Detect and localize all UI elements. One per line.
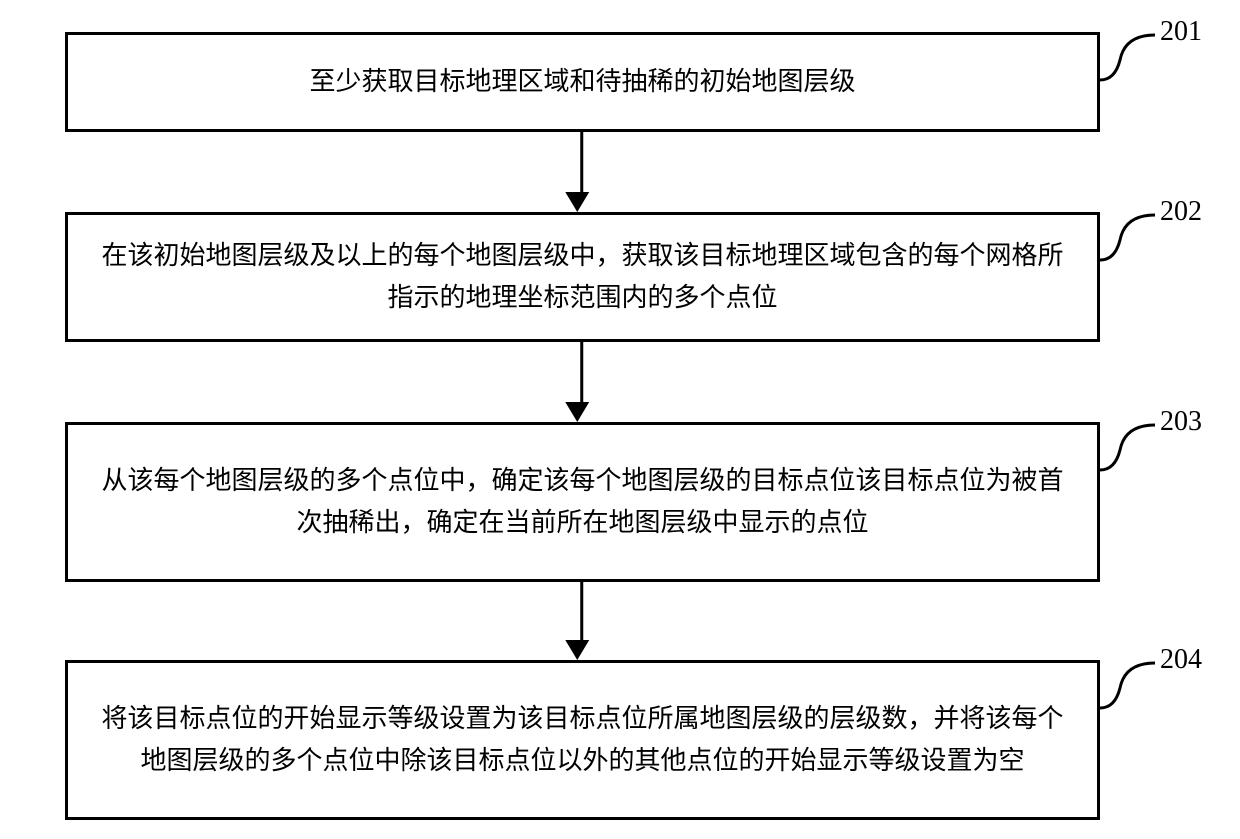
arrow-1 bbox=[575, 132, 589, 212]
label-bracket-203 bbox=[1100, 420, 1160, 475]
label-bracket-204 bbox=[1100, 658, 1160, 713]
arrow-2 bbox=[575, 342, 589, 422]
step-text-201: 至少获取目标地理区域和待抽稀的初始地图层级 bbox=[309, 61, 855, 103]
label-bracket-201 bbox=[1100, 30, 1160, 85]
step-text-202: 在该初始地图层级及以上的每个地图层级中，获取该目标地理区域包含的每个网格所指示的… bbox=[98, 235, 1067, 318]
flowchart-step-204: 将该目标点位的开始显示等级设置为该目标点位所属地图层级的层级数，并将该每个地图层… bbox=[65, 660, 1100, 820]
step-label-201: 201 bbox=[1160, 16, 1202, 48]
label-bracket-202 bbox=[1100, 210, 1160, 265]
flowchart-step-203: 从该每个地图层级的多个点位中，确定该每个地图层级的目标点位该目标点位为被首次抽稀… bbox=[65, 422, 1100, 582]
flowchart-container: 至少获取目标地理区域和待抽稀的初始地图层级 201 在该初始地图层级及以上的每个… bbox=[0, 0, 1240, 839]
step-text-203: 从该每个地图层级的多个点位中，确定该每个地图层级的目标点位该目标点位为被首次抽稀… bbox=[98, 460, 1067, 543]
step-label-202: 202 bbox=[1160, 196, 1202, 228]
flowchart-step-201: 至少获取目标地理区域和待抽稀的初始地图层级 bbox=[65, 32, 1100, 132]
arrow-3 bbox=[575, 582, 589, 660]
step-label-204: 204 bbox=[1160, 644, 1202, 676]
flowchart-step-202: 在该初始地图层级及以上的每个地图层级中，获取该目标地理区域包含的每个网格所指示的… bbox=[65, 212, 1100, 342]
step-text-204: 将该目标点位的开始显示等级设置为该目标点位所属地图层级的层级数，并将该每个地图层… bbox=[98, 698, 1067, 781]
step-label-203: 203 bbox=[1160, 406, 1202, 438]
